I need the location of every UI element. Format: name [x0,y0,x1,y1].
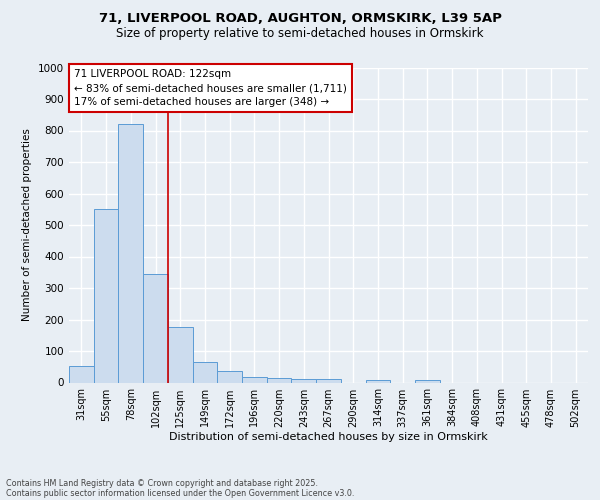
Bar [267,378,292,382]
Text: Contains public sector information licensed under the Open Government Licence v3: Contains public sector information licen… [6,488,355,498]
Text: 71 LIVERPOOL ROAD: 122sqm
← 83% of semi-detached houses are smaller (1,711)
17% : 71 LIVERPOOL ROAD: 122sqm ← 83% of semi-… [74,69,347,107]
Bar [292,380,316,382]
Text: Size of property relative to semi-detached houses in Ormskirk: Size of property relative to semi-detach… [116,28,484,40]
Bar [242,377,267,382]
Y-axis label: Number of semi-detached properties: Number of semi-detached properties [22,128,32,322]
Bar [415,380,440,382]
Bar [365,380,390,382]
Bar [143,274,168,382]
Bar [94,209,118,382]
X-axis label: Distribution of semi-detached houses by size in Ormskirk: Distribution of semi-detached houses by … [169,432,488,442]
Text: 71, LIVERPOOL ROAD, AUGHTON, ORMSKIRK, L39 5AP: 71, LIVERPOOL ROAD, AUGHTON, ORMSKIRK, L… [98,12,502,26]
Bar [316,380,341,382]
Text: Contains HM Land Registry data © Crown copyright and database right 2025.: Contains HM Land Registry data © Crown c… [6,478,318,488]
Bar [118,124,143,382]
Bar [69,366,94,382]
Bar [217,372,242,382]
Bar [168,328,193,382]
Bar [193,362,217,382]
